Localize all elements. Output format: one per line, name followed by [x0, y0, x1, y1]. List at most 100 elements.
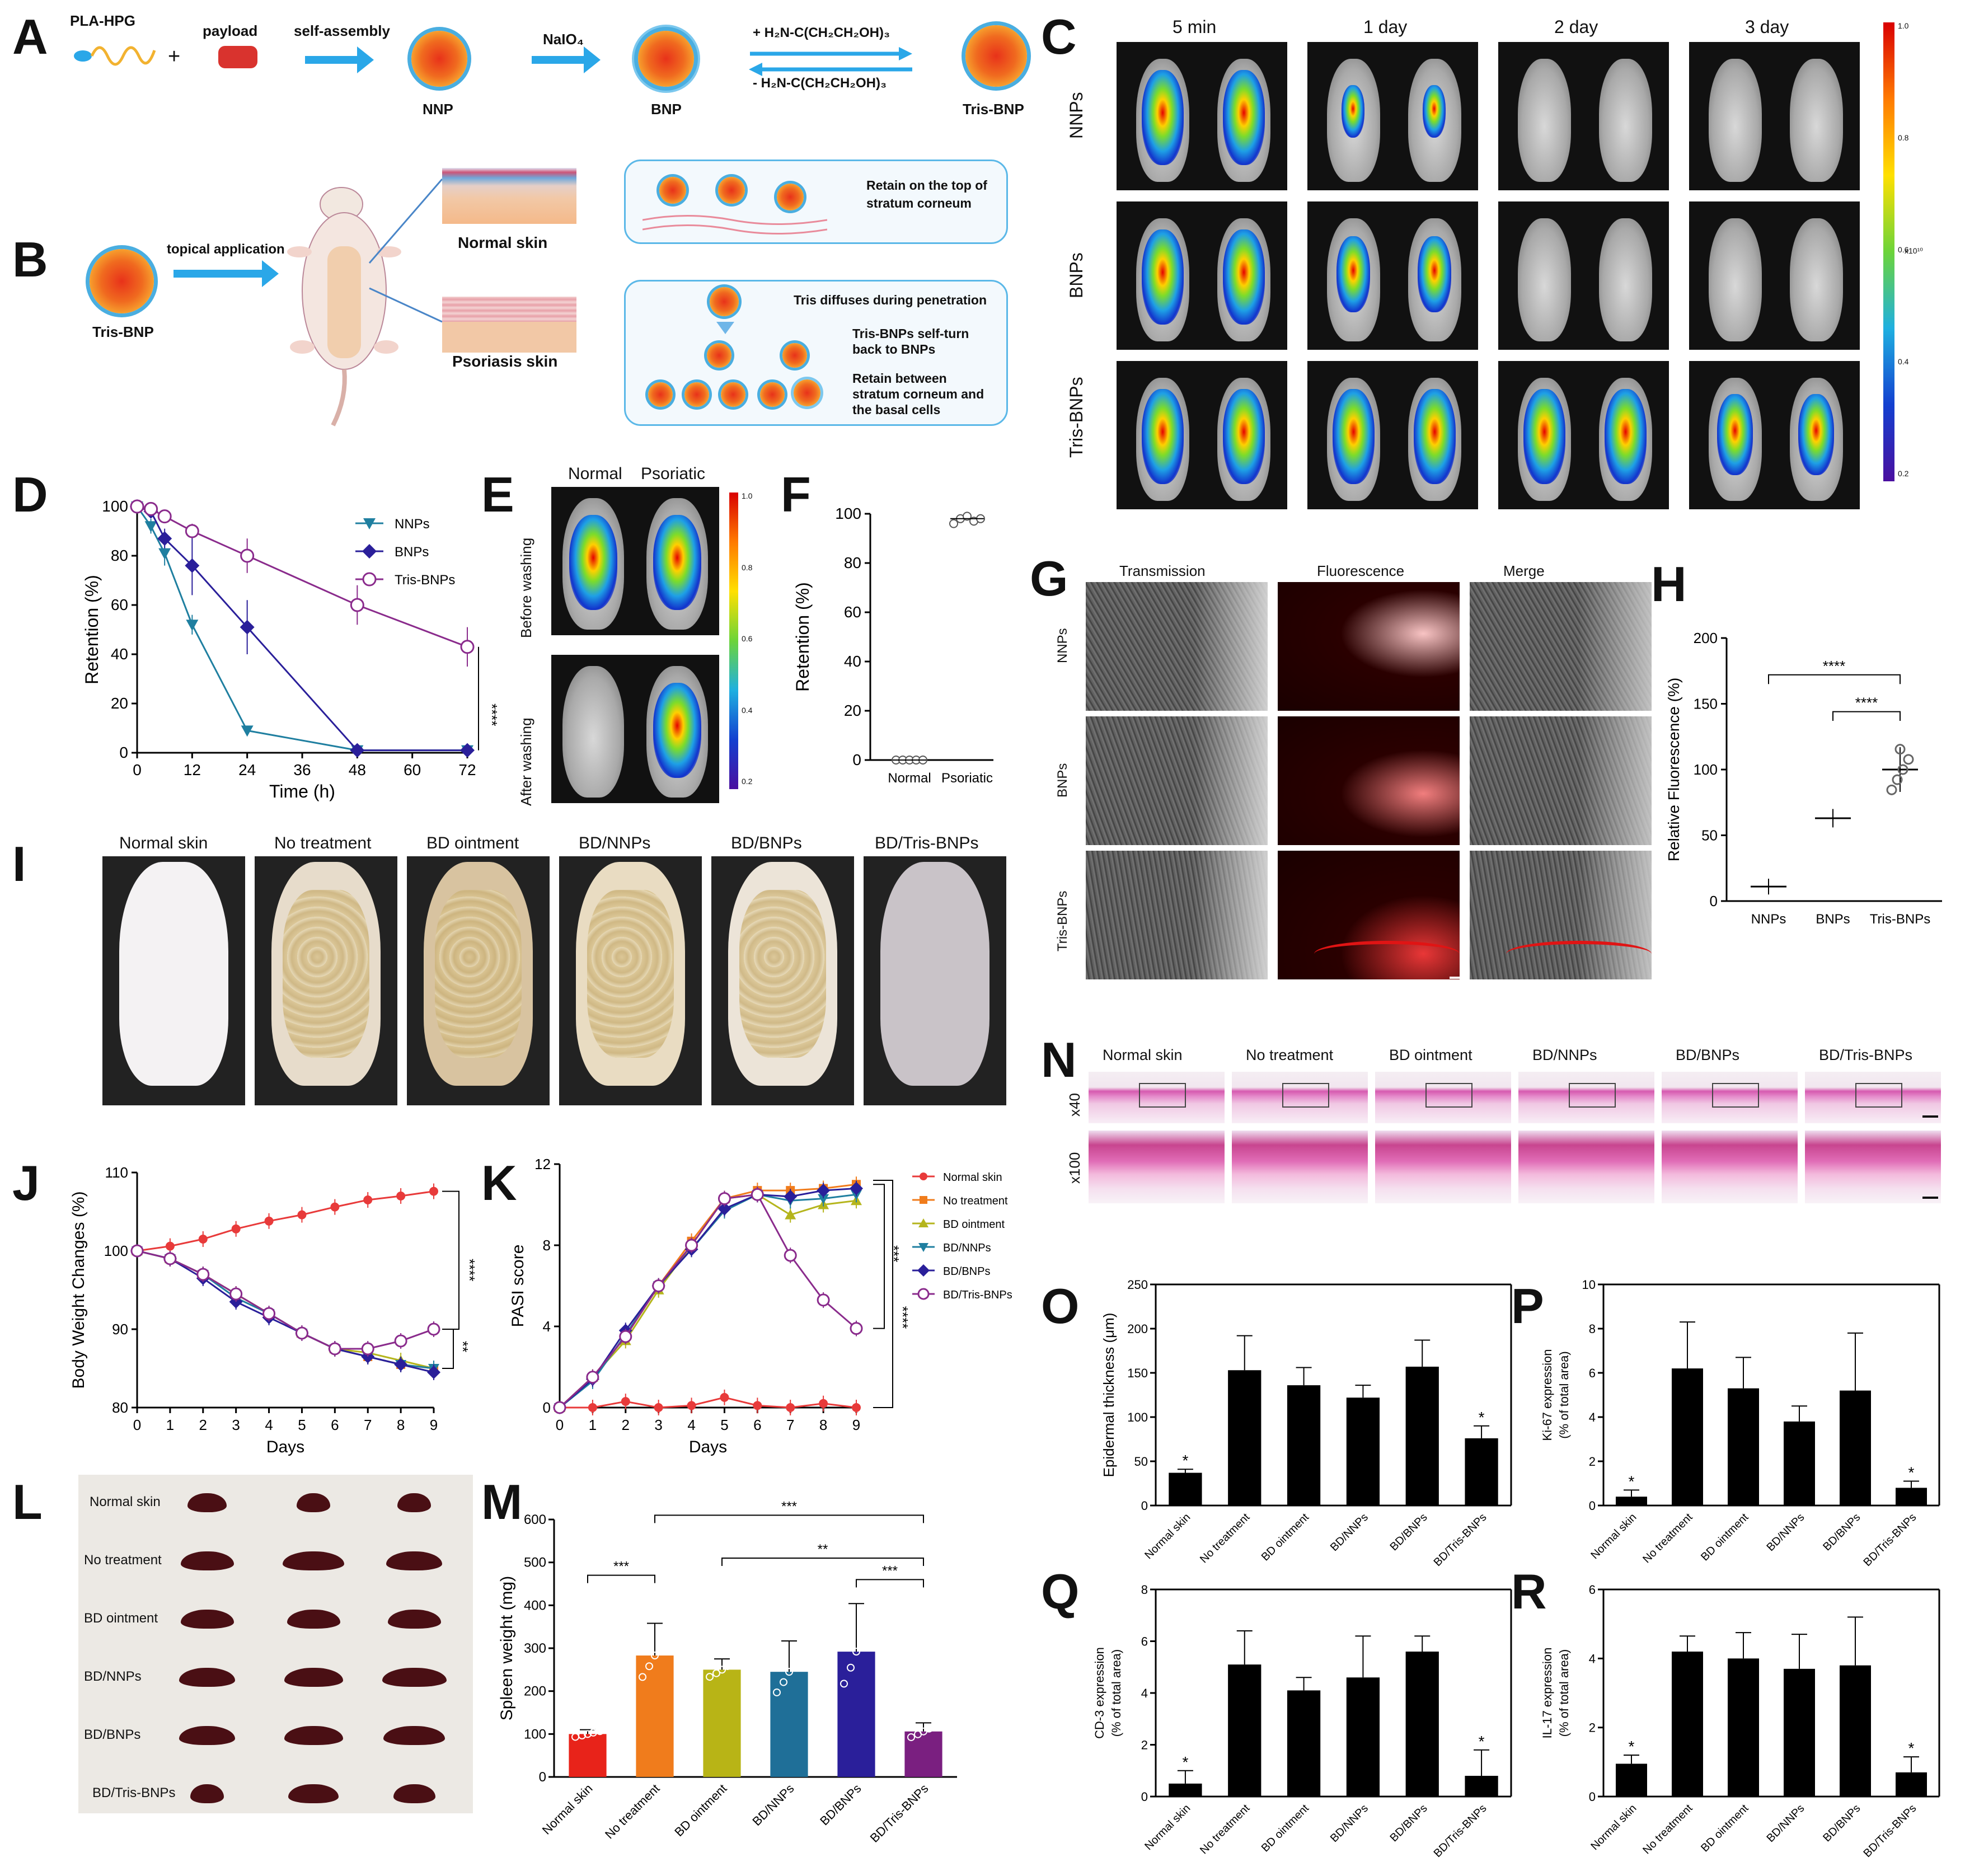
tissue-edge: [1579, 582, 1652, 711]
zoom-box: [1139, 1083, 1186, 1108]
data-point: [363, 1195, 373, 1204]
legend-label: No treatment: [943, 1195, 1008, 1207]
y-axis-label: Relative Fluorescence (%): [1665, 678, 1682, 861]
y-tick-label: 600: [524, 1512, 546, 1527]
x-tick-label: 4: [687, 1417, 695, 1433]
y-tick-label: 6: [1589, 1583, 1596, 1597]
y-tick-label: 80: [111, 547, 128, 564]
fluorescence-signal: [1414, 389, 1456, 484]
retain-between-label-2: stratum corneum and: [852, 387, 984, 401]
data-point: [240, 620, 255, 635]
micrograph: [1470, 716, 1652, 845]
photo-label: BD/Tris-BNPs: [875, 834, 979, 852]
down-arrow-icon: [716, 322, 734, 334]
y-tick-label: 4: [543, 1318, 551, 1335]
data-point: [654, 1403, 663, 1412]
data-point: [163, 1252, 177, 1265]
data-point: [1897, 764, 1908, 775]
data-point: [730, 1658, 738, 1667]
sig-star: *: [1908, 1464, 1915, 1481]
y-tick-label: 200: [1127, 1322, 1148, 1336]
data-point: [785, 1668, 793, 1676]
y-tick-label: 100: [1127, 1410, 1148, 1424]
series-line: [559, 1183, 857, 1409]
x-category-label: BD ointment: [1259, 1802, 1312, 1855]
sig-label: ****: [894, 1306, 911, 1329]
particle-icon: [684, 382, 709, 407]
payload-icon: [218, 46, 257, 68]
x-category-label: BD/Tris-BNPs: [1432, 1802, 1489, 1860]
y-axis-label: Retention (%): [82, 575, 102, 684]
y-tick-label: 110: [105, 1164, 128, 1181]
colorbar: [1883, 22, 1894, 481]
x-tick-label: 48: [349, 761, 366, 778]
arrow-naio4: [532, 46, 601, 73]
y-tick-label: 400: [524, 1598, 546, 1613]
psoriatic-lesion: [587, 890, 674, 1058]
series-line: [559, 1193, 857, 1409]
mouse-photo: [711, 856, 854, 1105]
self-assembly-label: self-assembly: [294, 22, 390, 39]
mouse-icon: [1599, 218, 1652, 341]
sig-label: ****: [461, 1259, 478, 1281]
spleen-icon: [179, 1726, 235, 1745]
spleen-icon: [386, 1551, 442, 1570]
ivis-image: [1498, 42, 1669, 190]
fluorescence-signal: [1142, 70, 1184, 165]
sig-star: *: [1182, 1452, 1188, 1469]
mouse-back: [119, 862, 228, 1086]
data-point: [917, 1288, 930, 1300]
legend-label: BD/Tris-BNPs: [943, 1289, 1012, 1301]
x-category-label: Normal skin: [1142, 1802, 1193, 1852]
fluorescence-edge: [1506, 941, 1652, 967]
bar: [1465, 1776, 1498, 1797]
data-point: [362, 572, 377, 587]
data-point: [350, 598, 364, 612]
x-category-label: Normal skin: [540, 1781, 595, 1837]
psoriatic-lesion: [739, 890, 826, 1058]
sig-bracket: [654, 1514, 924, 1523]
data-point: [785, 1209, 796, 1220]
tris-minus-label: - H₂N-C(CH₂CH₂OH)₃: [753, 76, 887, 91]
y-tick-label: 8: [1589, 1322, 1596, 1336]
x-tick-label: 72: [458, 761, 476, 778]
data-point: [918, 1218, 928, 1227]
x-tick-label: 3: [232, 1417, 240, 1433]
x-category-label: BD/BNPs: [1821, 1511, 1863, 1553]
retain-top-label: Retain on the top of: [866, 178, 987, 193]
x-category-label: BD/Tris-BNPs: [1861, 1802, 1919, 1860]
spleen-photo: [78, 1475, 473, 1813]
data-point: [429, 1186, 438, 1196]
sig-label: ****: [1855, 695, 1878, 711]
series-line: [137, 1250, 434, 1370]
mouse-photo: [102, 856, 245, 1105]
reversible-arrows-icon: [749, 47, 912, 76]
sig-star: *: [1908, 1739, 1915, 1757]
colorbar-tick: 1.0: [1898, 21, 1909, 30]
panel-letter-a: A: [12, 9, 48, 64]
histology-x40: [1662, 1072, 1798, 1123]
ivis-image: [1689, 42, 1860, 190]
fluorescence-signal: [1798, 394, 1834, 475]
data-point: [185, 558, 200, 573]
tris-bnp-particle-icon: [965, 25, 1027, 87]
y-tick-label: 60: [111, 596, 128, 613]
y-axis-label-2: (% of total area): [1557, 1351, 1571, 1439]
y-tick-label: 8: [1141, 1583, 1148, 1597]
data-point: [596, 1727, 604, 1736]
spleen-icon: [284, 1726, 343, 1745]
data-point: [1821, 823, 1828, 830]
bar: [1405, 1366, 1439, 1506]
data-point: [717, 1202, 731, 1216]
histology-x100: [1518, 1131, 1654, 1203]
fluorescence-signal: [1717, 394, 1753, 475]
series-line: [137, 1250, 434, 1373]
x-category-label: No treatment: [602, 1781, 663, 1842]
data-point: [1838, 810, 1845, 817]
x-category-label: No treatment: [1640, 1802, 1695, 1857]
x-tick-label: 1: [589, 1417, 597, 1433]
micrograph: [1278, 582, 1460, 711]
column-header: Fluorescence: [1317, 562, 1405, 579]
panel-letter-k: K: [481, 1155, 517, 1211]
histology-x100: [1662, 1131, 1798, 1203]
